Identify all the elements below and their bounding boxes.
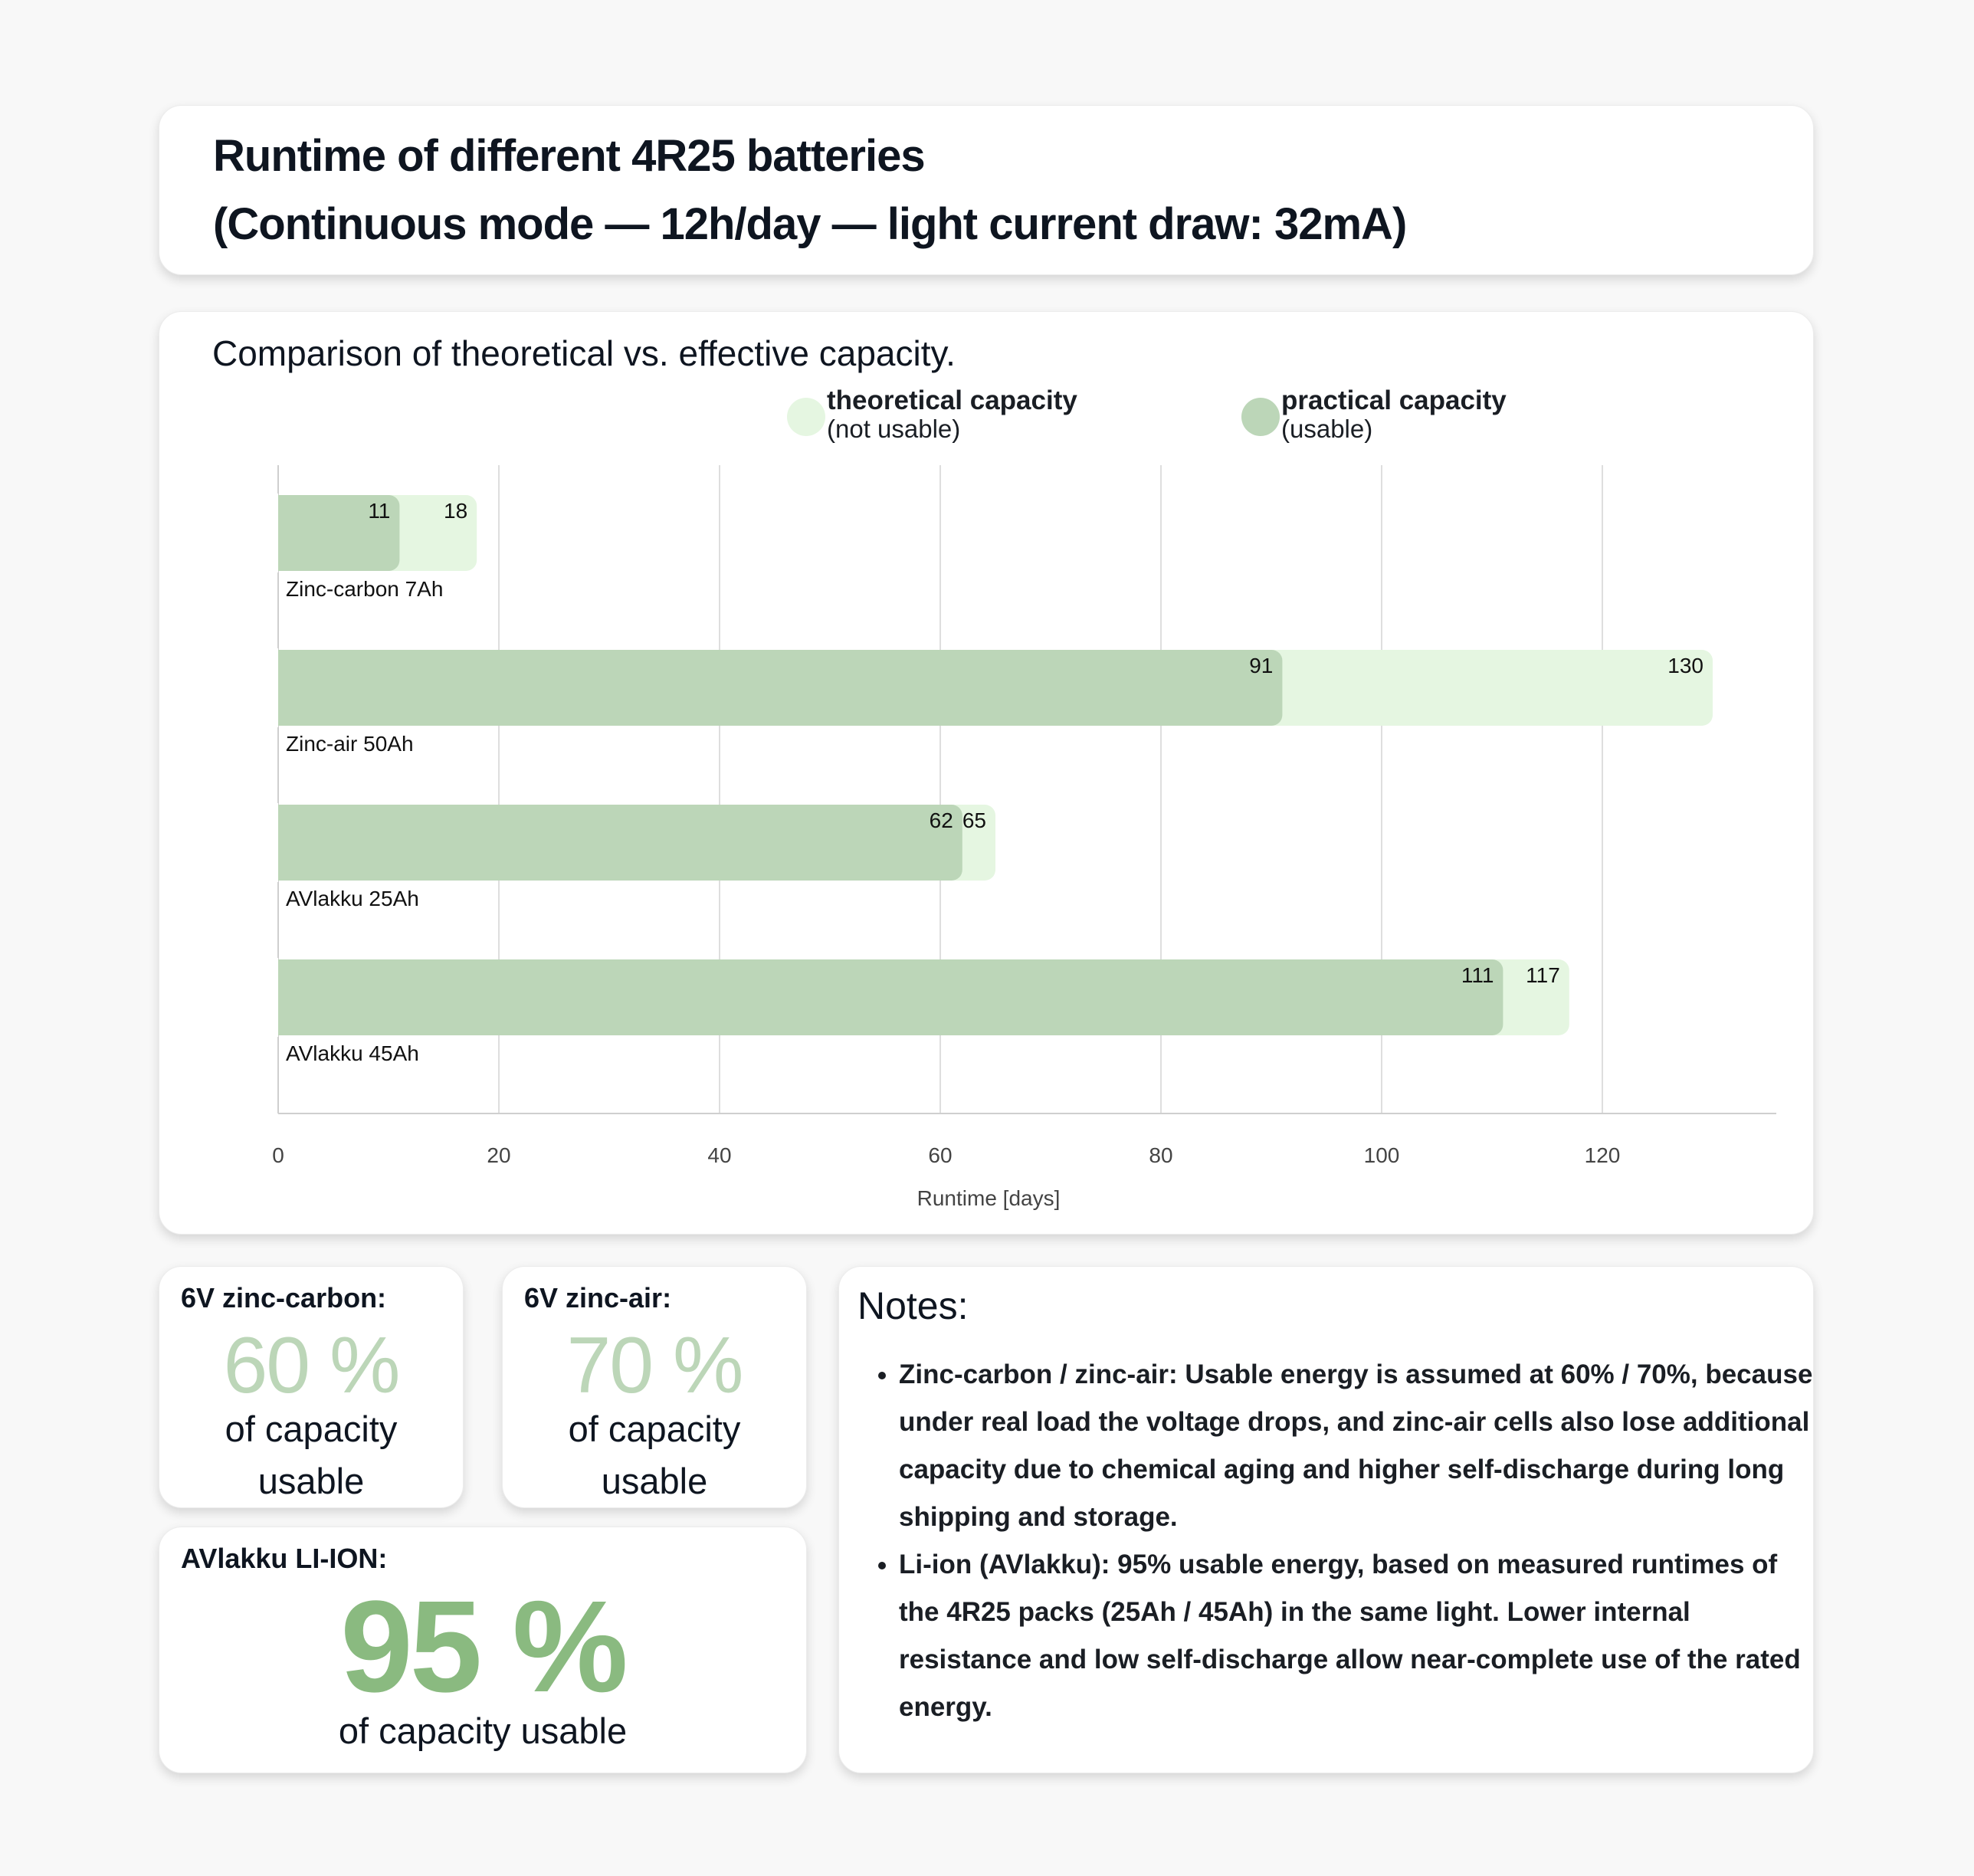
x-tick-label: 40: [707, 1143, 731, 1167]
category-label: AVlakku 45Ah: [286, 1041, 419, 1065]
x-tick-label: 20: [487, 1143, 510, 1167]
note-item: Li-ion (AVlakku): 95% usable energy, bas…: [899, 1541, 1818, 1731]
stat-caption-line-1: of capacity: [568, 1409, 741, 1449]
data-label-theoretical: 65: [962, 808, 986, 832]
stat-caption: of capacity usable: [338, 1710, 628, 1751]
legend-label: practical capacity: [1281, 385, 1507, 415]
legend-note: (usable): [1281, 415, 1372, 443]
chart-subtitle: Comparison of theoretical vs. effective …: [212, 333, 956, 373]
page-title-line-2: (Continuous mode — 12h/day — light curre…: [213, 199, 1407, 249]
x-tick-label: 60: [928, 1143, 952, 1167]
chart-card: Comparison of theoretical vs. effective …: [159, 311, 1814, 1235]
category-label: AVlakku 25Ah: [286, 887, 419, 910]
bar-left-mask: [266, 494, 278, 572]
data-label-practical: 91: [1249, 654, 1273, 677]
stat-card-zinc-air: 6V zinc-air: 70 % of capacity usable: [502, 1266, 807, 1508]
x-axis-label: Runtime [days]: [917, 1186, 1061, 1210]
note-item: Zinc-carbon / zinc-air: Usable energy is…: [899, 1351, 1818, 1541]
stat-caption-line-1: of capacity: [225, 1409, 398, 1449]
x-tick-label: 100: [1364, 1143, 1400, 1167]
legend-swatch: [1241, 398, 1280, 436]
x-tick-label: 120: [1585, 1143, 1621, 1167]
legend-label: theoretical capacity: [827, 385, 1077, 415]
data-label-theoretical: 117: [1526, 963, 1560, 987]
stat-caption-line-2: usable: [601, 1461, 708, 1501]
bar-left-mask: [266, 958, 278, 1037]
legend-note: (not usable): [827, 415, 960, 443]
bar-left-mask: [266, 648, 278, 727]
bar-chart: Comparison of theoretical vs. effective …: [212, 333, 1776, 1210]
bar-practical: [267, 495, 400, 571]
bar-practical: [267, 805, 962, 881]
data-label-practical: 111: [1461, 963, 1494, 987]
bar-practical: [267, 650, 1283, 726]
bar-practical: [267, 959, 1503, 1035]
bar-left-mask: [266, 803, 278, 882]
legend-swatch: [787, 398, 825, 436]
data-label-theoretical: 18: [444, 499, 467, 523]
stat-label: 6V zinc-air:: [524, 1282, 672, 1314]
stat-percent: 60 %: [223, 1321, 400, 1410]
stat-card-li-ion: AVlakku LI-ION: 95 % of capacity usable: [159, 1527, 807, 1773]
category-label: Zinc-air 50Ah: [286, 732, 414, 756]
x-tick-label: 0: [272, 1143, 284, 1167]
stat-caption-line-2: usable: [257, 1461, 365, 1501]
page-title-line-1: Runtime of different 4R25 batteries: [213, 131, 926, 181]
notes-list: Zinc-carbon / zinc-air: Usable energy is…: [879, 1351, 1818, 1731]
stat-percent: 95 %: [340, 1574, 628, 1720]
stat-percent: 70 %: [566, 1321, 743, 1410]
category-label: Zinc-carbon 7Ah: [286, 577, 443, 601]
x-tick-label: 80: [1149, 1143, 1172, 1167]
stat-card-zinc-carbon: 6V zinc-carbon: 60 % of capacity usable: [159, 1266, 464, 1508]
notes-heading: Notes:: [857, 1284, 969, 1327]
data-label-practical: 62: [930, 808, 953, 832]
stat-label: 6V zinc-carbon:: [181, 1282, 387, 1314]
data-label-practical: 11: [368, 499, 390, 523]
stat-label: AVlakku LI-ION:: [181, 1543, 388, 1574]
title-card: Runtime of different 4R25 batteries (Con…: [159, 105, 1814, 275]
data-label-theoretical: 130: [1667, 654, 1703, 677]
notes-card: Notes: Zinc-carbon / zinc-air: Usable en…: [838, 1266, 1814, 1773]
